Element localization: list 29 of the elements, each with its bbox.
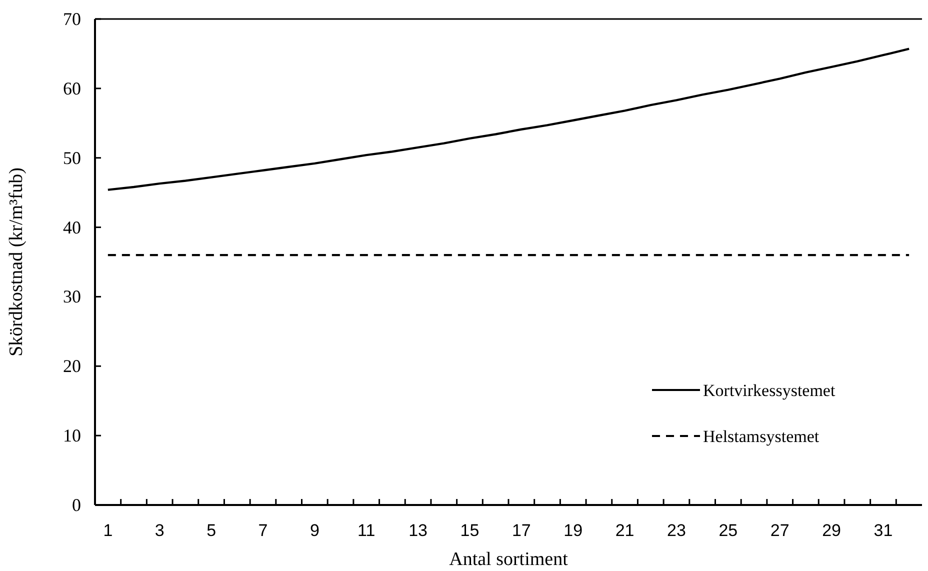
y-tick-label: 30 (63, 286, 81, 307)
x-tick-label: 23 (667, 521, 686, 540)
x-tick-label: 3 (154, 521, 164, 540)
x-tick-label: 7 (258, 521, 268, 540)
x-tick-label: 25 (718, 521, 738, 540)
y-tick-label: 70 (63, 9, 81, 29)
legend-label: Helstamsystemet (703, 427, 820, 446)
y-tick-label: 50 (63, 148, 81, 168)
x-axis-title: Antal sortiment (449, 549, 569, 570)
y-tick-label: 40 (63, 217, 81, 238)
y-tick-label: 20 (63, 356, 81, 376)
x-tick-label: 5 (206, 521, 216, 540)
y-tick-label: 60 (63, 78, 81, 98)
y-tick-label: 0 (72, 495, 81, 515)
x-tick-label: 27 (770, 521, 790, 540)
x-tick-label: 9 (310, 521, 320, 540)
x-tick-label: 31 (874, 521, 893, 540)
y-axis-title: Skördkostnad (kr/m³fub) (6, 168, 27, 356)
x-tick-label: 1 (103, 521, 113, 540)
line-series (106, 48, 910, 191)
x-tick-label: 15 (460, 521, 480, 540)
x-tick-label: 29 (822, 521, 842, 540)
x-tick-label: 17 (512, 521, 531, 540)
x-tick-label: 19 (564, 521, 583, 540)
y-tick-label: 10 (63, 426, 81, 446)
x-tick-label: 11 (358, 521, 376, 540)
x-tick-label: 21 (615, 521, 634, 540)
x-tick-label: 13 (408, 521, 428, 540)
legend-label: Kortvirkessystemet (703, 381, 836, 400)
